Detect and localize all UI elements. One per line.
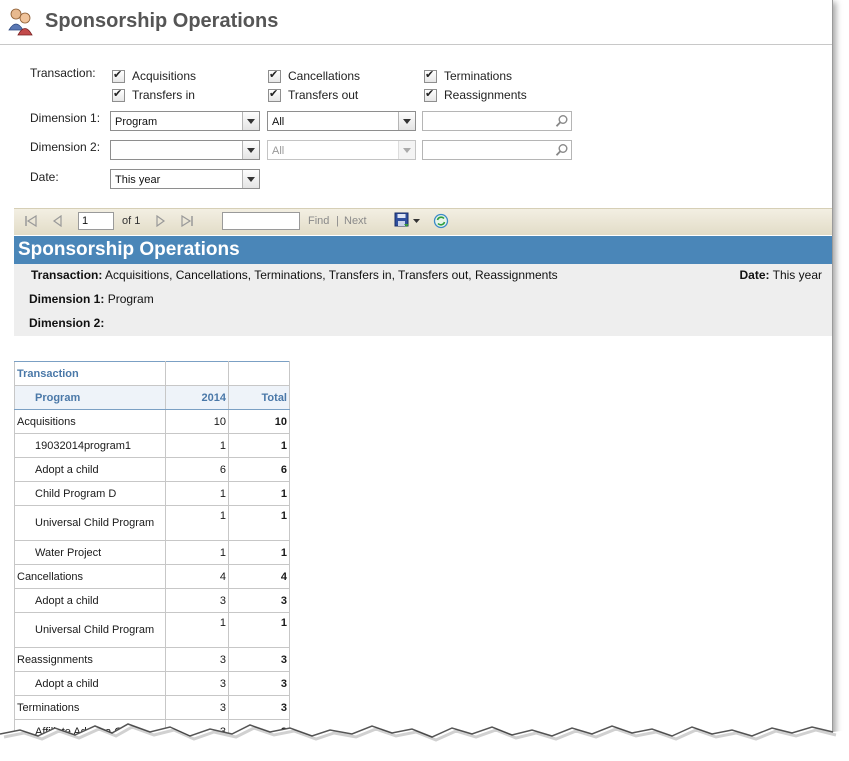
dimension2-search-field[interactable]: [422, 140, 572, 160]
last-page-icon[interactable]: [180, 215, 194, 227]
checkbox-transfers-in[interactable]: Transfers in: [112, 87, 195, 103]
table-row: Terminations 3 3: [14, 695, 290, 720]
criteria-date: Date: This year: [739, 268, 823, 282]
report-toolbar: of 1 Find | Next: [14, 208, 832, 235]
chevron-down-icon[interactable]: [242, 112, 259, 130]
refresh-icon[interactable]: [433, 213, 449, 229]
previous-page-icon[interactable]: [52, 215, 64, 227]
page-number-input[interactable]: [78, 212, 114, 230]
checkbox-cancellations[interactable]: Cancellations: [268, 68, 360, 84]
dimension2-label: Dimension 2:: [30, 140, 101, 154]
table-row: Reassignments 3 3: [14, 647, 290, 672]
people-icon: [8, 8, 33, 36]
table-row: Universal Child Program 1 1: [14, 505, 290, 541]
page-title: Sponsorship Operations: [45, 10, 279, 32]
first-page-icon[interactable]: [24, 215, 38, 227]
date-label: Date:: [30, 170, 59, 184]
checkbox-reassignments[interactable]: Reassignments: [424, 87, 527, 103]
search-icon[interactable]: [555, 114, 569, 128]
dimension2-sub-select: All: [267, 140, 416, 160]
search-icon[interactable]: [555, 143, 569, 157]
checkbox-terminations[interactable]: Terminations: [424, 68, 512, 84]
title-bar: Sponsorship Operations: [0, 0, 832, 45]
date-select[interactable]: This year: [110, 169, 260, 189]
criteria-dimension1: Dimension 1: Program: [29, 292, 154, 306]
next-link[interactable]: Next: [344, 215, 367, 227]
criteria-dimension2: Dimension 2:: [29, 316, 105, 330]
chevron-down-icon[interactable]: [398, 112, 415, 130]
table-row: Adopt a child 3 3: [14, 671, 290, 696]
find-separator: |: [336, 215, 339, 227]
next-page-icon[interactable]: [154, 215, 166, 227]
report-table: Transaction Program 2014 Total Acquisiti…: [14, 361, 290, 744]
header-year: 2014: [165, 385, 229, 410]
find-input[interactable]: [222, 212, 300, 230]
save-export-icon[interactable]: [394, 212, 410, 228]
chevron-down-icon[interactable]: [242, 141, 259, 159]
dimension1-label: Dimension 1:: [30, 111, 101, 125]
table-row: Water Project 1 1: [14, 540, 290, 565]
table-row: Universal Child Program 1 1: [14, 612, 290, 648]
table-row: Acquisitions 10 10: [14, 409, 290, 434]
table-row: 19032014program1 1 1: [14, 433, 290, 458]
table-header-row: Program 2014 Total: [14, 385, 290, 410]
checkbox-transfers-out[interactable]: Transfers out: [268, 87, 358, 103]
header-total: Total: [228, 385, 290, 410]
table-row: Adopt a child 3 3: [14, 588, 290, 613]
dimension1-select[interactable]: Program: [110, 111, 260, 131]
chevron-down-icon: [398, 141, 415, 159]
table-row: Cancellations 4 4: [14, 564, 290, 589]
header-program: Program: [14, 385, 166, 410]
table-header-row: Transaction: [14, 361, 290, 386]
find-link[interactable]: Find: [308, 215, 330, 227]
report-criteria: Transaction: Acquisitions, Cancellations…: [14, 264, 832, 336]
chevron-down-icon[interactable]: [242, 170, 259, 188]
header-transaction: Transaction: [14, 361, 166, 386]
torn-edge-decoration: [0, 723, 849, 761]
criteria-transaction: Transaction: Acquisitions, Cancellations…: [31, 268, 558, 282]
dimension1-sub-select[interactable]: All: [267, 111, 416, 131]
report-header: Sponsorship Operations: [14, 236, 832, 264]
transaction-label: Transaction:: [30, 66, 96, 80]
dimension2-select[interactable]: [110, 140, 260, 160]
chevron-down-icon[interactable]: [413, 219, 420, 224]
table-row: Adopt a child 6 6: [14, 457, 290, 482]
checkbox-acquisitions[interactable]: Acquisitions: [112, 68, 196, 84]
page-count: of 1: [122, 215, 141, 227]
report-title: Sponsorship Operations: [18, 239, 240, 260]
dimension1-search-field[interactable]: [422, 111, 572, 131]
